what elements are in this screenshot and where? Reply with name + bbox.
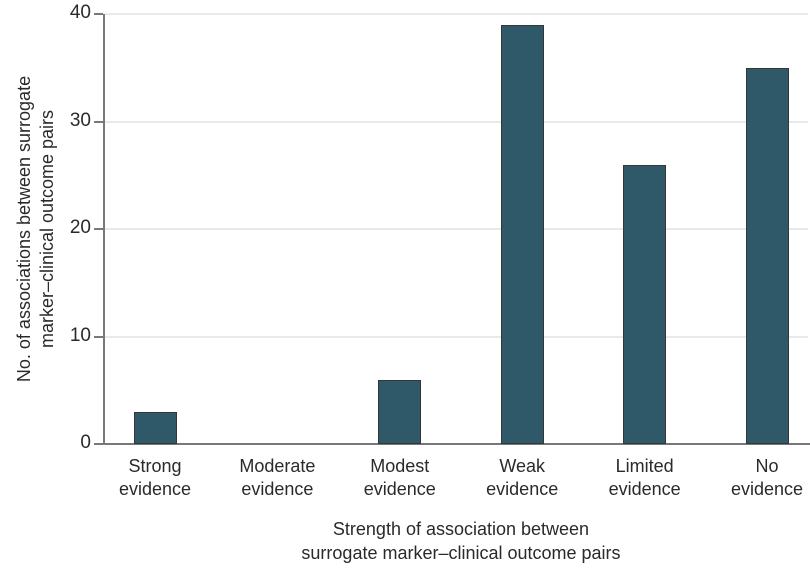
x-tick-label-line: evidence [730,479,804,499]
x-tick-label-no-evidence: No evidence [701,455,810,501]
y-tick-mark [94,13,103,15]
x-tick-label-moderate-evidence: Moderate evidence [211,455,343,501]
x-tick-label-line: Weak [499,456,546,476]
x-axis-line [103,443,810,445]
x-tick-label-line: Modest [370,456,430,476]
x-axis-title-line1: Strength of association between [332,519,590,539]
bar-limited-evidence [623,164,667,444]
gridline-40 [105,13,808,15]
x-tick-label-line: Moderate [239,456,316,476]
x-tick-label-line: evidence [608,479,681,499]
bar-modest-evidence [378,379,422,444]
y-tick-label: 0 [80,432,91,453]
x-tick-label-line: evidence [486,479,559,499]
y-tick-label: 40 [69,2,91,23]
x-tick-label-line: Limited [615,456,674,476]
bar-strong-evidence [133,411,177,444]
x-tick-label-limited-evidence: Limited evidence [579,455,711,501]
bar-weak-evidence [500,24,544,444]
y-tick-mark [94,443,103,445]
gridline-30 [105,120,808,123]
gridline-20 [105,228,808,230]
bar-no-evidence [745,67,789,444]
y-tick-label: 30 [69,109,91,131]
x-tick-label-line: No [755,456,779,476]
x-axis-title: Strength of association between surrogat… [106,517,810,565]
x-tick-label-line: evidence [241,479,314,499]
x-tick-label-line: evidence [118,479,192,499]
y-axis-title-line1: No. of associations between surrogate [14,75,34,383]
x-axis-title-line2: surrogate marker–clinical outcome pairs [301,543,621,563]
x-tick-label-strong-evidence: Strong evidence [89,455,221,501]
x-tick-label-modest-evidence: Modest evidence [334,455,466,501]
y-tick-mark [94,335,103,338]
y-tick-label: 10 [69,324,91,346]
y-axis-line [103,14,105,444]
y-tick-label: 20 [69,217,91,238]
y-tick-mark [94,120,103,123]
x-tick-label-line: Strong [128,456,182,476]
y-tick-mark [94,228,103,230]
x-tick-label-weak-evidence: Weak evidence [456,455,588,501]
gridline-10 [105,335,808,338]
x-tick-label-line: evidence [363,479,436,499]
